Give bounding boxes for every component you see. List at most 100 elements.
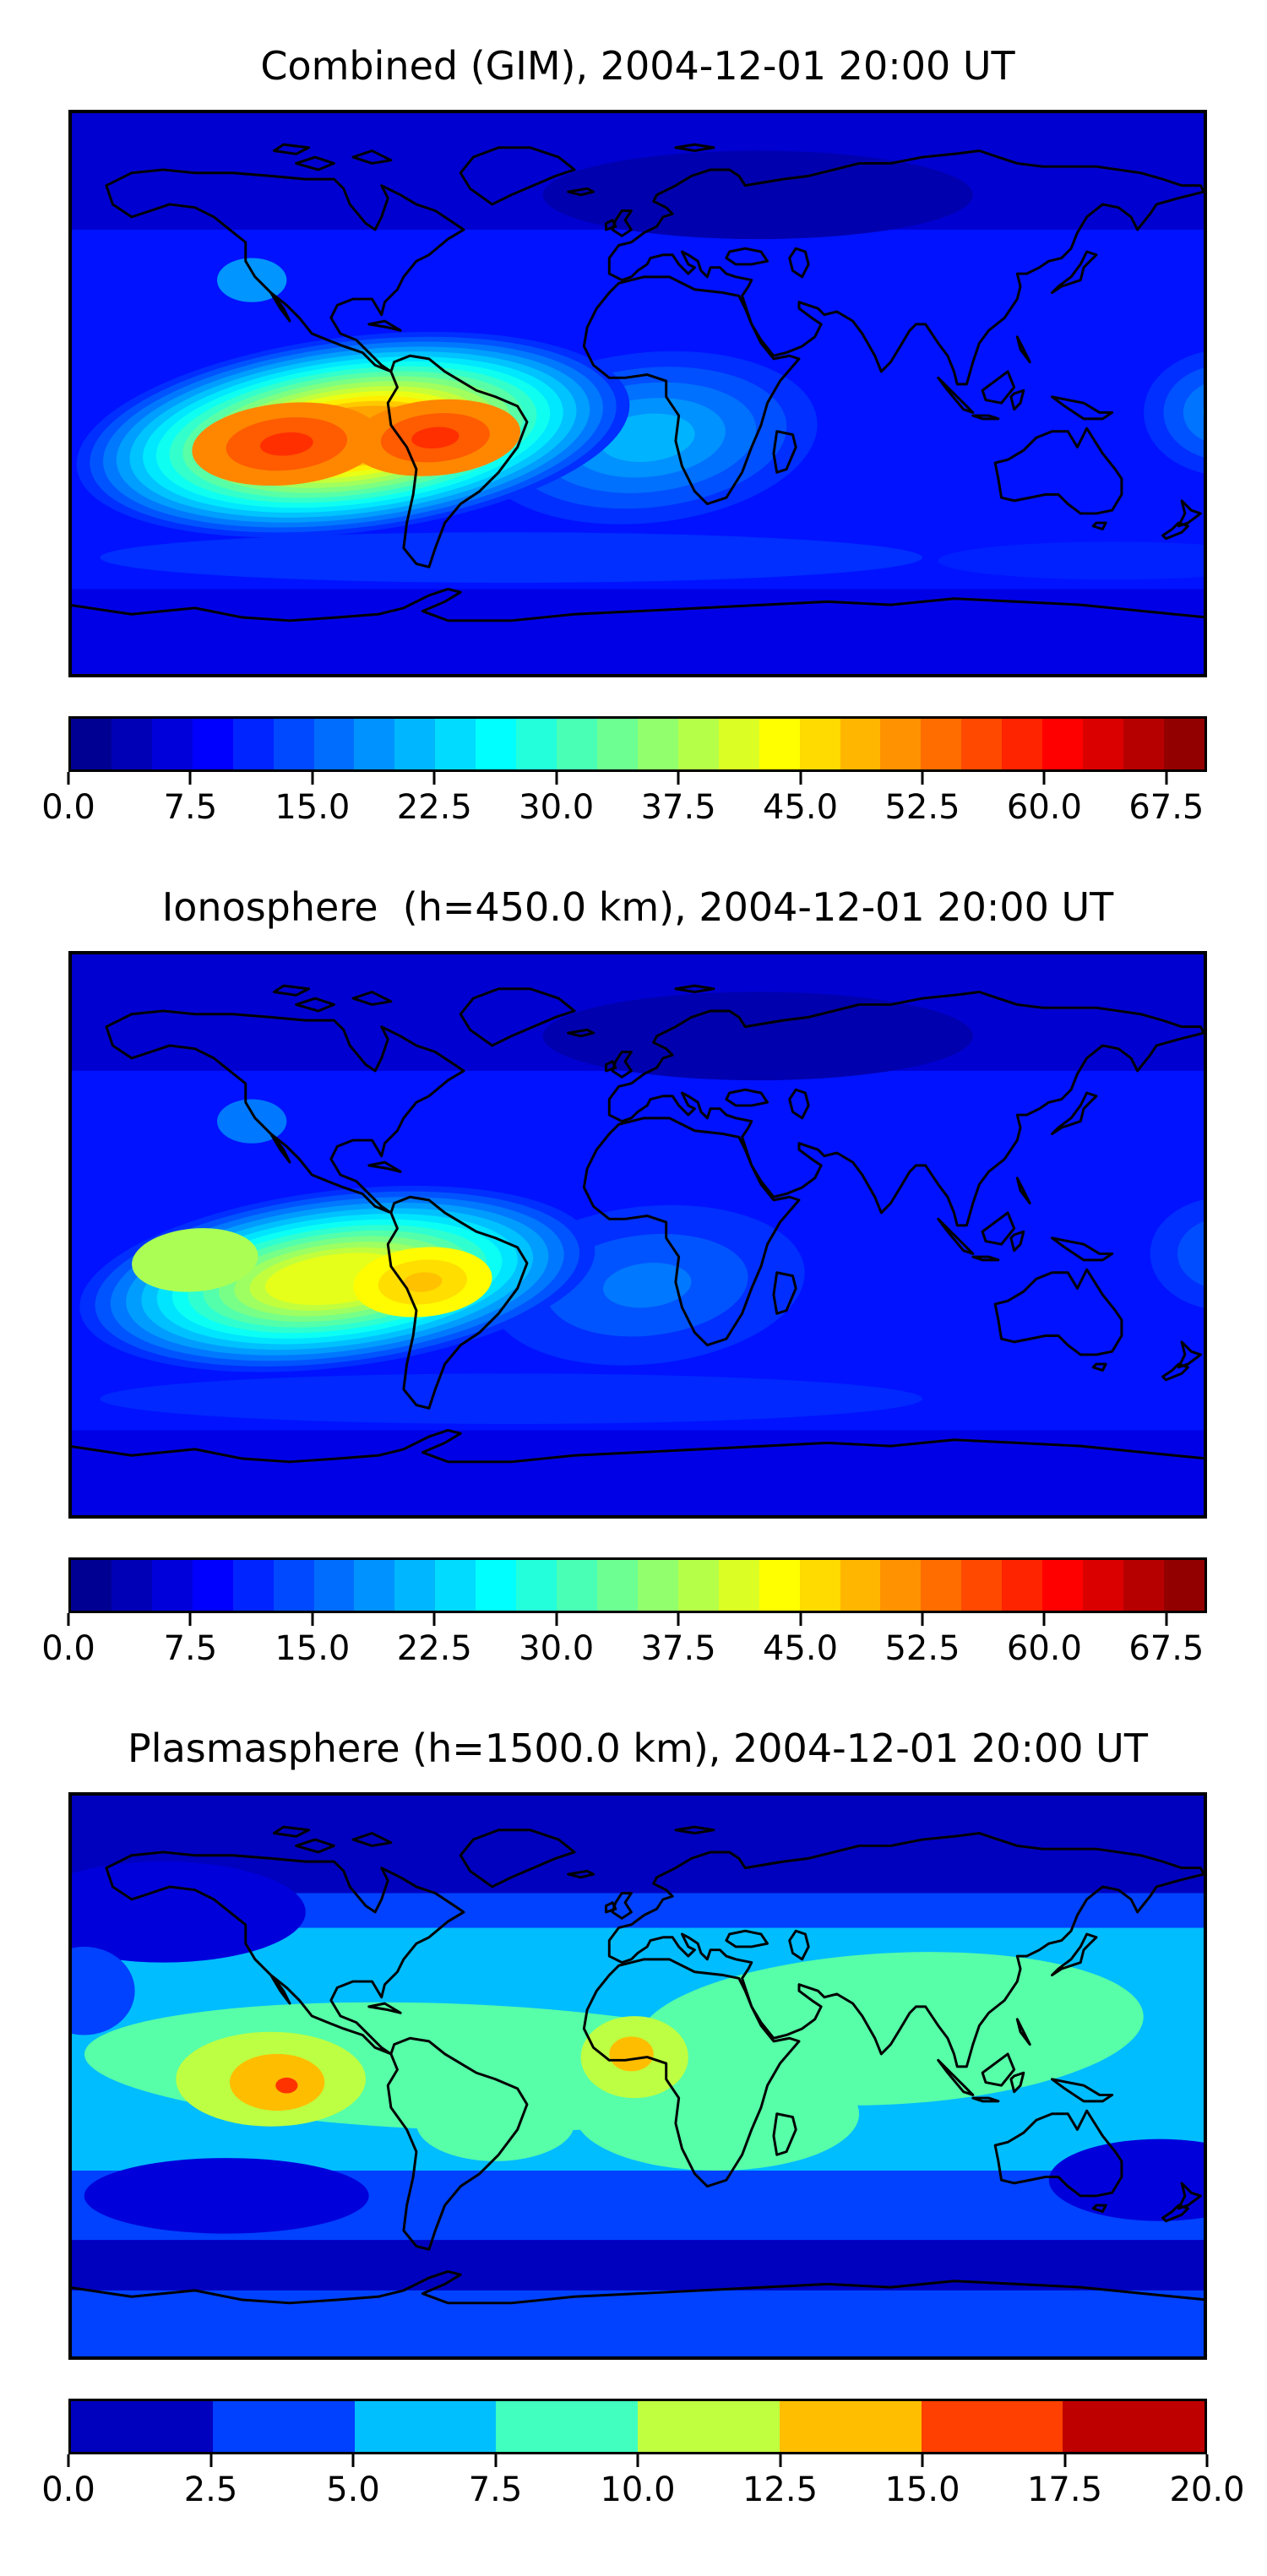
colorbar-tick-label: 67.5 [1128, 788, 1204, 827]
colorbar-tick-mark [1165, 772, 1168, 785]
colorbar-segment [71, 719, 111, 769]
colorbar-tick-label: 45.0 [763, 788, 839, 827]
coastlines [68, 1825, 1207, 2305]
colorbar-segment [476, 1560, 517, 1611]
colorbar-tick-label: 67.5 [1128, 1629, 1204, 1668]
colorbar-plasmasphere [68, 2399, 1207, 2454]
colorbar-tick-mark [1165, 1613, 1168, 1626]
colorbar-segment [638, 2401, 780, 2452]
world-map-combined [68, 110, 1207, 677]
panel-title-plasmasphere: Plasmasphere (h=1500.0 km), 2004-12-01 2… [128, 1725, 1148, 1771]
colorbar-segment [1123, 719, 1164, 769]
colorbar-tick-mark [67, 1613, 70, 1626]
colorbar-segment [1042, 719, 1084, 769]
colorbar-segment [394, 1560, 436, 1611]
colorbar-segment [799, 719, 840, 769]
colorbar-tick-label: 15.0 [275, 788, 351, 827]
colorbar-tick-label: 15.0 [884, 2470, 960, 2509]
colorbar-tick-mark [677, 772, 680, 785]
colorbar-segment [313, 1560, 355, 1611]
colorbar-tick-mark [555, 1613, 558, 1626]
colorbar-tick-mark [432, 772, 436, 785]
colorbar-segment [677, 1560, 719, 1611]
colorbar-segment [394, 719, 436, 769]
colorbar-segment [637, 1560, 678, 1611]
colorbar-segment [799, 1560, 840, 1611]
colorbar-segment [880, 719, 922, 769]
colorbar-segment [313, 719, 355, 769]
colorbar-segment [779, 2401, 922, 2452]
panel-ionosphere: Ionosphere (h=450.0 km), 2004-12-01 20:0… [41, 883, 1207, 1669]
colorbar-tick-label: 52.5 [884, 788, 960, 827]
colorbar-segment [718, 719, 759, 769]
colorbar-tick-label: 7.5 [468, 2470, 523, 2509]
colorbar-ticks-ionosphere: 0.0 7.5 15.0 22.5 30.0 37.5 45.0 52.5 60.0 67.5 [41, 1613, 1207, 1669]
colorbar-segment [354, 2401, 497, 2452]
colorbar-tick-mark [799, 1613, 802, 1626]
colorbar-tick-mark [311, 1613, 314, 1626]
colorbar-tick-mark [1063, 2454, 1066, 2467]
colorbar-tick-mark [209, 2454, 212, 2467]
colorbar-tick-label: 17.5 [1026, 2470, 1103, 2509]
colorbar-segment [232, 719, 274, 769]
colorbar-tick-label: 12.5 [742, 2470, 818, 2509]
colorbar-segment [354, 1560, 395, 1611]
colorbar-tick-label: 7.5 [163, 788, 218, 827]
colorbar-segment [596, 1560, 638, 1611]
colorbar-tick-label: 0.0 [41, 2470, 95, 2509]
colorbar-tick-label: 52.5 [884, 1629, 960, 1668]
colorbar-segment [921, 719, 962, 769]
colorbar-ticks-plasmasphere: 0.0 2.5 5.0 7.5 10.0 12.5 15.0 17.5 20.0 [41, 2454, 1245, 2510]
colorbar-segment [677, 719, 719, 769]
colorbar-segment [516, 719, 557, 769]
colorbar-tick-mark [311, 772, 314, 785]
colorbar-segment [192, 1560, 233, 1611]
colorbar-tick-label: 60.0 [1006, 1629, 1082, 1668]
colorbar-segment [435, 719, 476, 769]
figure: Combined (GIM), 2004-12-01 20:00 UT 0.0 7… [0, 42, 1267, 2510]
colorbar-segment [759, 1560, 800, 1611]
colorbar-segment [1002, 719, 1043, 769]
colorbar-segment [1002, 1560, 1043, 1611]
colorbar-segment [1163, 1560, 1204, 1611]
colorbar-segment [557, 1560, 597, 1611]
colorbar-tick-label: 15.0 [275, 1629, 351, 1668]
colorbar-tick-mark [432, 1613, 436, 1626]
colorbar-segment [1123, 1560, 1164, 1611]
colorbar-segment [151, 719, 193, 769]
colorbar-tick-mark [779, 2454, 781, 2467]
colorbar-tick-label: 60.0 [1006, 788, 1082, 827]
colorbar-segment [111, 719, 152, 769]
colorbar-segment [476, 719, 517, 769]
colorbar-tick-mark [921, 772, 924, 785]
colorbar-segment [921, 1560, 962, 1611]
colorbar-tick-label: 2.5 [183, 2470, 238, 2509]
colorbar-segment [111, 1560, 152, 1611]
contour-map-ionosphere [68, 951, 1207, 1519]
colorbar-segment [637, 719, 678, 769]
colorbar-tick-mark [494, 2454, 497, 2467]
colorbar-segment [921, 2401, 1063, 2452]
colorbar-segment [212, 2401, 355, 2452]
colorbar-tick-label: 45.0 [763, 1629, 839, 1668]
colorbar-tick-mark [67, 2454, 70, 2467]
colorbar-tick-mark [677, 1613, 680, 1626]
colorbar-tick-mark [921, 2454, 924, 2467]
colorbar-segment [557, 719, 597, 769]
colorbar-tick-label: 5.0 [326, 2470, 380, 2509]
colorbar-segment [273, 719, 314, 769]
colorbar-tick-mark [351, 2454, 355, 2467]
colorbar-segment [1163, 719, 1204, 769]
colorbar-tick-label: 37.5 [640, 1629, 716, 1668]
colorbar-tick-label: 37.5 [640, 788, 716, 827]
colorbar-ticks-combined: 0.0 7.5 15.0 22.5 30.0 37.5 45.0 52.5 60.0 67.5 [41, 772, 1207, 828]
colorbar-tick-mark [555, 772, 558, 785]
colorbar-tick-mark [636, 2454, 639, 2467]
colorbar-tick-mark [921, 1613, 924, 1626]
colorbar-segment [1063, 2401, 1204, 2452]
colorbar-tick-label: 30.0 [519, 1629, 595, 1668]
colorbar-combined [68, 716, 1207, 772]
colorbar-tick-label: 0.0 [41, 1629, 95, 1668]
colorbar-tick-label: 22.5 [396, 1629, 472, 1668]
colorbar-segment [71, 1560, 111, 1611]
